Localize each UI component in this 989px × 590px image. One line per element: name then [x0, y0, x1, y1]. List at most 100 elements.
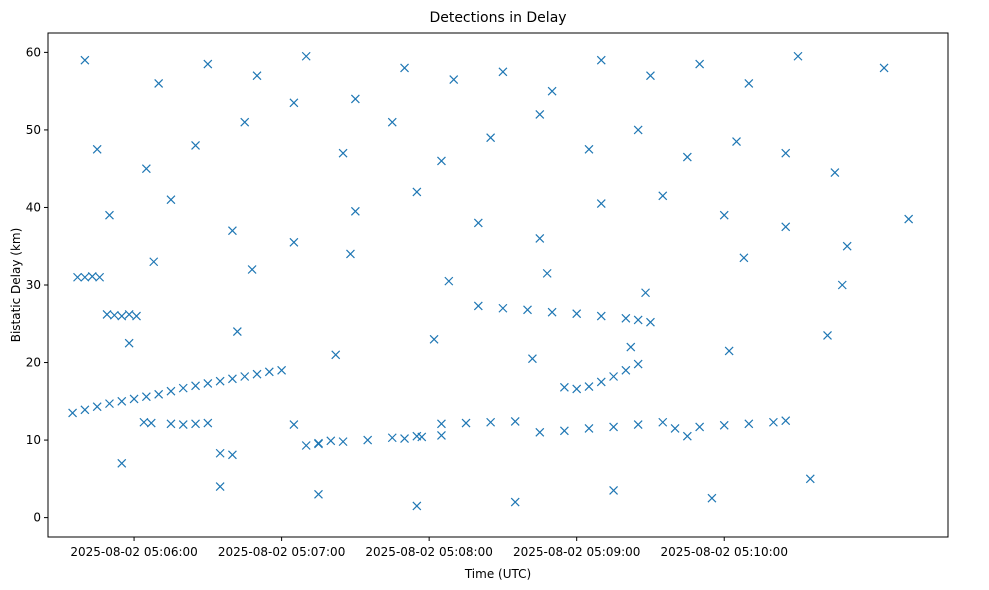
data-point: [633, 359, 643, 369]
data-point: [80, 405, 90, 415]
data-point: [232, 327, 242, 336]
data-point: [289, 237, 299, 247]
y-tick-label: 50: [26, 123, 41, 137]
y-tick-label: 60: [26, 45, 41, 59]
data-point: [646, 71, 655, 81]
data-point: [719, 210, 729, 220]
data-point: [793, 51, 803, 61]
data-point: [609, 372, 618, 381]
data-point: [584, 144, 594, 154]
data-point: [437, 419, 446, 429]
data-point: [547, 86, 557, 96]
data-points: [68, 51, 914, 511]
data-point: [117, 311, 127, 321]
data-point: [228, 226, 237, 236]
data-point: [412, 187, 422, 197]
chart-title: Detections in Delay: [429, 10, 566, 26]
data-point: [350, 94, 360, 104]
data-point: [633, 420, 643, 429]
data-point: [412, 431, 422, 441]
data-point: [228, 450, 237, 460]
data-point: [191, 419, 200, 429]
data-point: [781, 416, 791, 426]
data-point: [823, 330, 832, 340]
data-point: [498, 303, 508, 313]
data-point: [842, 241, 852, 251]
data-point: [228, 374, 237, 384]
data-point: [596, 377, 606, 387]
y-tick-label: 10: [26, 433, 41, 447]
data-point: [658, 417, 668, 427]
x-tick-label: 2025-08-02 05:06:00: [70, 545, 197, 559]
data-point: [658, 191, 668, 201]
data-point: [264, 367, 274, 377]
data-point: [695, 422, 705, 432]
data-point: [473, 218, 483, 228]
data-point: [646, 317, 655, 327]
data-point: [117, 396, 127, 406]
data-point: [805, 474, 815, 484]
data-point: [326, 436, 336, 446]
data-point: [141, 164, 151, 174]
data-point: [559, 382, 569, 392]
data-point: [139, 417, 149, 427]
data-point: [572, 309, 582, 319]
data-point: [277, 365, 287, 375]
data-point: [609, 422, 618, 432]
data-point: [682, 431, 692, 441]
data-point: [203, 379, 213, 388]
data-point: [535, 427, 545, 437]
data-point: [166, 419, 176, 429]
data-point: [203, 59, 213, 69]
data-point: [719, 420, 729, 430]
data-point: [670, 424, 680, 433]
data-point: [338, 437, 348, 447]
data-point: [301, 51, 311, 61]
data-point: [486, 417, 496, 427]
data-point: [301, 441, 311, 450]
data-point: [80, 272, 90, 282]
data-point: [781, 222, 791, 232]
y-tick-label: 20: [26, 356, 41, 370]
data-point: [215, 448, 225, 458]
data-point: [682, 152, 692, 162]
data-point: [68, 408, 78, 418]
data-point: [510, 497, 520, 507]
data-point: [429, 334, 439, 344]
data-point: [129, 394, 139, 404]
data-point: [387, 117, 397, 127]
data-point: [707, 493, 717, 503]
data-point: [879, 63, 889, 73]
x-tick-label: 2025-08-02 05:10:00: [661, 545, 788, 559]
data-point: [314, 439, 323, 449]
data-point: [240, 372, 250, 381]
data-point: [252, 369, 262, 379]
data-point: [744, 419, 754, 429]
data-point: [528, 354, 537, 364]
data-point: [178, 383, 188, 393]
data-point: [124, 310, 134, 319]
data-point: [166, 195, 176, 205]
data-point: [473, 301, 483, 311]
data-point: [338, 148, 348, 158]
data-point: [542, 268, 552, 278]
data-point: [346, 249, 355, 259]
data-point: [559, 426, 569, 436]
data-point: [117, 458, 127, 468]
data-point: [437, 156, 446, 166]
data-point: [146, 418, 156, 428]
data-point: [215, 376, 225, 386]
y-tick-label: 0: [33, 511, 41, 525]
data-point: [331, 350, 341, 360]
data-point: [289, 98, 299, 108]
data-point: [191, 141, 200, 150]
data-point: [149, 257, 159, 267]
data-point: [92, 402, 102, 412]
data-point: [102, 310, 112, 319]
data-point: [400, 63, 409, 73]
data-point: [498, 67, 508, 77]
data-point: [154, 78, 164, 88]
y-axis-ticks: 0 10 20 30 40 50 60: [26, 45, 48, 525]
data-point: [412, 501, 422, 511]
